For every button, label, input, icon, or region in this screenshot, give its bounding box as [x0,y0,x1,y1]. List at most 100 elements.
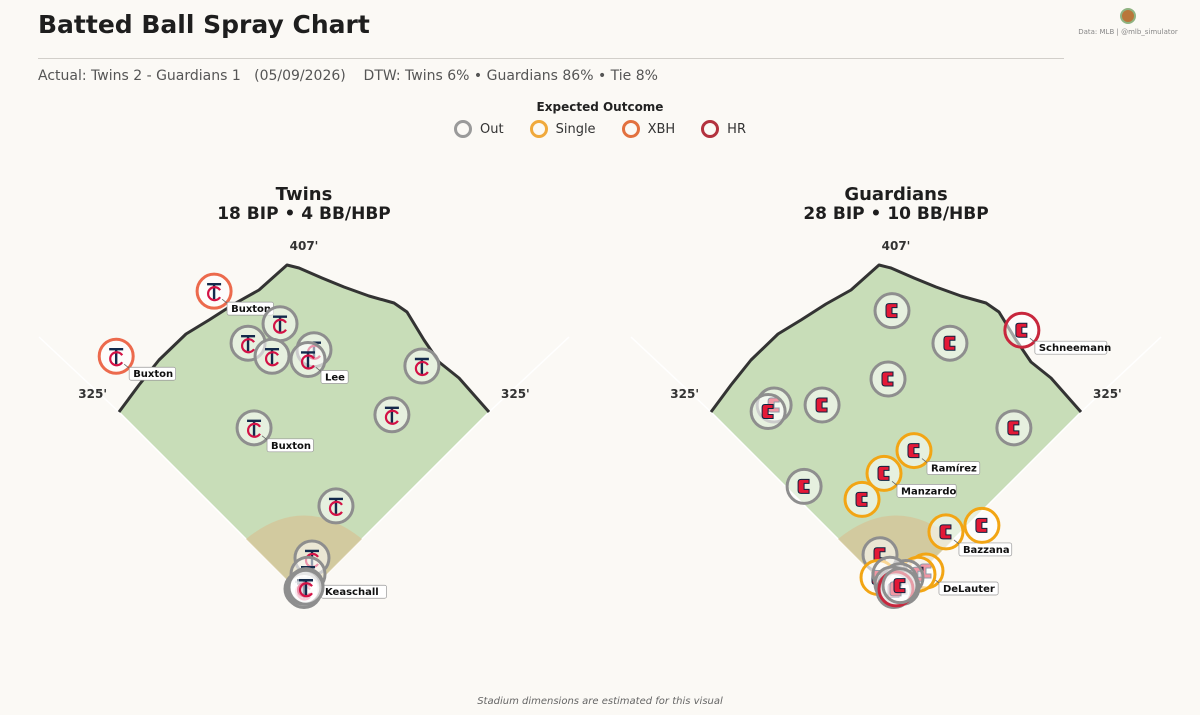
twins-tc-logo [384,406,399,425]
left-foul-line [630,336,712,413]
batted-ball-point [317,487,355,525]
batted-ball-point [803,386,841,424]
twins-tc-logo [109,348,124,367]
twins-tc-logo [246,419,262,438]
label-leader-line [891,481,898,486]
player-label: DeLauter [943,584,995,595]
batted-ball-point: Lee [289,340,349,384]
batted-ball-point: Bazzana [927,513,1013,557]
guardians-c-logo [1015,322,1028,338]
batted-ball-point [403,347,441,385]
left-field-distance: 325' [78,387,107,401]
batted-ball-point: Ramírez [895,432,981,475]
label-leader-line [953,539,960,545]
legend-swatch-hr [701,120,720,138]
batted-ball-point [253,337,291,375]
guardians-c-logo [881,371,894,387]
batted-ball-point: Schneemann [1003,311,1111,355]
player-label: Bazzana [963,545,1010,556]
guardians-c-logo [943,335,956,351]
left-field-distance: 325' [670,387,699,401]
label-leader-line [921,458,928,463]
legend-label-xbh: XBH [647,121,676,137]
batted-ball-point [785,467,823,505]
batted-ball-point [287,568,325,606]
player-label: Manzardo [901,486,956,497]
player-label-box [1034,340,1108,355]
batted-ball-point [373,396,411,434]
player-label-box [926,461,981,475]
credits-text: Data: MLB | @mlb_simulator [1078,28,1178,36]
batted-ball-point [995,409,1033,447]
label-leader-line [221,298,228,304]
right-field-distance: 325' [501,387,530,401]
panel-title: Twins [276,184,333,205]
batted-ball-point: Buxton [97,337,176,381]
right-foul-line [488,336,570,413]
batted-ball-point [931,324,969,362]
legend-label-out: Out [480,121,504,137]
simulator-logo-icon [1120,8,1136,24]
twins-tc-logo [207,282,222,302]
batted-ball-point: Buxton [195,272,274,316]
label-leader-line [261,435,268,441]
guardians-c-logo [877,465,890,481]
player-label-box [128,366,176,381]
player-label-box [320,370,349,384]
player-label: Keaschall [325,587,379,598]
guardians-c-logo [975,517,988,533]
guardians-c-logo [815,397,828,413]
credits: Data: MLB | @mlb_simulator [1070,8,1186,36]
batted-ball-point [963,506,1001,544]
legend-label-single: Single [555,121,596,137]
batted-ball-point: Manzardo [865,454,957,498]
guardians-c-logo [797,478,810,494]
label-leader-line [1029,337,1036,343]
batted-ball-point [869,360,907,398]
player-label: Buxton [133,369,173,380]
panel-summary: 18 BIP • 4 BB/HBP [217,204,391,224]
legend-item-out: Out [454,120,504,138]
player-label: Ramírez [931,463,977,475]
guardians-c-logo [1007,420,1020,436]
legend-item-single: Single [529,120,596,138]
label-leader-line [123,363,130,369]
player-label: Schneemann [1039,343,1111,354]
player-label-box [896,484,957,498]
legend-swatch-xbh [621,120,640,138]
guardians-c-logo [855,491,868,507]
panel-title: Guardians [844,184,947,205]
legend-items: Out Single XBH HR [0,120,1200,138]
batted-ball-point [261,305,299,343]
batted-ball-point [749,393,787,431]
panel-summary: 28 BIP • 10 BB/HBP [803,204,988,224]
twins-tc-logo [328,497,343,516]
right-field-distance: 325' [1093,387,1122,401]
player-label-box [938,581,999,596]
batted-ball-point: Buxton [235,409,314,453]
label-leader-line [315,367,322,372]
player-label: Lee [325,372,345,383]
twins-tc-logo [272,315,288,334]
game-subtitle: Actual: Twins 2 - Guardians 1 (05/09/202… [38,68,658,84]
legend-label-hr: HR [727,121,746,137]
page-title: Batted Ball Spray Chart [38,10,370,39]
outfield-wall [117,263,491,413]
title-divider [38,58,1064,59]
twins-tc-logo [240,335,256,354]
center-field-distance: 407' [882,239,911,253]
batted-ball-point [873,292,911,330]
guardians-c-logo [761,404,774,420]
guardians-c-logo [885,303,898,319]
guardians-c-logo [939,524,952,540]
twins-tc-logo [300,351,315,370]
legend: Expected Outcome Out Single XBH HR [0,100,1200,138]
legend-item-xbh: XBH [621,120,676,138]
legend-item-hr: HR [701,120,746,138]
player-label: Buxton [271,441,311,452]
legend-swatch-out [454,120,473,138]
guardians-c-logo [893,578,906,594]
